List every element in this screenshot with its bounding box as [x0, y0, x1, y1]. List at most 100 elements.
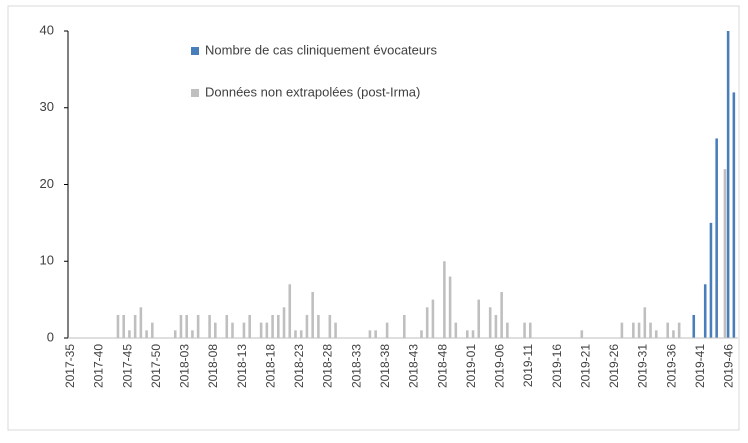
x-tick-label: 2019-46	[722, 344, 736, 388]
bar	[443, 261, 446, 338]
x-tick-label: 2019-21	[578, 344, 592, 388]
bar	[173, 330, 177, 338]
y-tick-label: 40	[40, 22, 54, 37]
x-tick-label: 2018-23	[292, 344, 306, 388]
bar	[403, 314, 406, 338]
bar	[649, 322, 652, 338]
bar	[523, 322, 526, 338]
bar	[677, 322, 681, 338]
bar	[477, 299, 481, 338]
bar	[494, 314, 498, 338]
bar	[248, 314, 251, 338]
bar	[242, 322, 246, 338]
bar	[133, 314, 137, 338]
x-tick-label: 2018-13	[235, 344, 249, 388]
bar	[334, 322, 337, 338]
bar	[654, 330, 658, 338]
x-tick-label: 2018-43	[407, 344, 421, 388]
y-tick-label: 20	[40, 176, 54, 191]
bar	[294, 330, 297, 338]
x-tick-label: 2018-18	[263, 344, 277, 388]
bar	[231, 322, 234, 338]
bar	[703, 284, 707, 338]
bar	[465, 330, 469, 338]
bar	[139, 307, 143, 338]
bar	[311, 291, 314, 338]
x-tick-label: 2019-41	[693, 344, 707, 388]
x-tick-label: 2019-16	[550, 344, 564, 388]
x-tick-label: 2018-33	[349, 344, 363, 388]
y-tick-label: 30	[40, 99, 54, 114]
y-tick-label: 10	[40, 253, 54, 268]
x-tick-label: 2019-26	[607, 344, 621, 388]
bar	[225, 314, 229, 338]
bar	[368, 330, 372, 338]
x-tick-label: 2018-03	[178, 344, 192, 388]
bar	[185, 314, 188, 338]
bar	[145, 330, 148, 338]
bar	[448, 276, 452, 338]
bar	[271, 314, 274, 338]
bar	[454, 322, 458, 338]
bar	[128, 330, 131, 338]
bar	[328, 314, 332, 338]
x-tick-label: 2017-45	[120, 344, 134, 388]
bar	[288, 284, 292, 338]
bar	[500, 291, 503, 338]
bar	[528, 322, 532, 338]
legend-label: Données non extrapolées (post-Irma)	[205, 84, 420, 99]
bar	[506, 322, 509, 338]
x-tick-label: 2019-01	[464, 344, 478, 388]
x-tick-label: 2019-06	[493, 344, 507, 388]
bar	[191, 330, 194, 338]
x-tick-label: 2017-50	[149, 344, 163, 388]
bar	[151, 322, 154, 338]
bar	[672, 330, 675, 338]
bar	[723, 169, 727, 338]
bar	[715, 138, 718, 338]
bar	[122, 314, 125, 338]
x-tick-label: 2019-31	[636, 344, 650, 388]
bar	[265, 322, 269, 338]
bar	[666, 322, 669, 338]
bar	[471, 330, 475, 338]
legend-label: Nombre de cas cliniquement évocateurs	[205, 42, 437, 57]
bar	[620, 322, 624, 338]
bar	[259, 322, 263, 338]
bar	[425, 307, 429, 338]
bar	[580, 330, 584, 338]
x-tick-label: 2018-48	[435, 344, 449, 388]
bar	[732, 92, 736, 339]
x-tick-label: 2019-36	[664, 344, 678, 388]
bar	[431, 299, 435, 338]
bar	[374, 330, 377, 338]
bar	[282, 307, 286, 338]
bar	[305, 314, 309, 338]
chart-border	[7, 5, 740, 431]
bar	[488, 307, 492, 338]
x-tick-label: 2017-40	[92, 344, 106, 388]
bar	[632, 322, 635, 338]
bar	[196, 314, 200, 338]
x-tick-label: 2019-11	[521, 344, 535, 387]
bar	[179, 314, 183, 338]
y-tick-label: 0	[47, 329, 54, 344]
bar	[277, 314, 280, 338]
legend-swatch	[191, 89, 199, 97]
x-tick-label: 2018-08	[206, 344, 220, 388]
bar	[299, 330, 303, 338]
bar	[643, 307, 647, 338]
bar	[317, 314, 320, 338]
x-tick-label: 2018-38	[378, 344, 392, 388]
bar	[726, 31, 730, 338]
bar	[709, 222, 713, 338]
bar	[208, 314, 211, 338]
bar	[692, 314, 696, 338]
bar	[637, 322, 641, 338]
bar	[385, 322, 389, 338]
bar	[116, 314, 120, 338]
bar	[214, 322, 217, 338]
bar	[420, 330, 423, 338]
x-tick-label: 2017-35	[63, 344, 77, 388]
